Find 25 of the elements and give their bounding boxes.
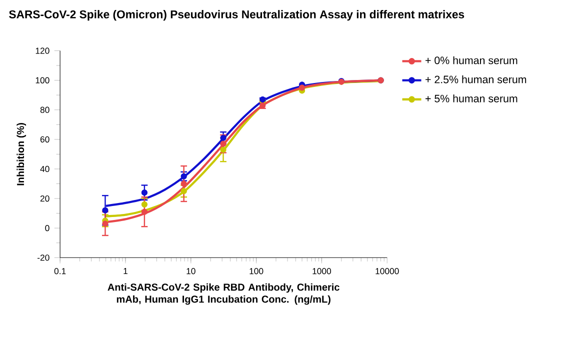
x-tick-label: 100 [250,268,264,274]
x-tick-label: 10000 [376,268,399,274]
point [180,180,187,187]
legend-label: + 5% human serum [426,94,518,102]
y-tick-label: 120 [36,47,50,54]
point [102,220,108,227]
y-tick-label: 40 [40,166,50,172]
point [180,173,187,180]
x-tick-label: 1 [124,268,128,274]
point [180,188,187,194]
legend-label: + 0% human serum [426,56,518,64]
y-tick-label: 60 [40,136,50,142]
x-tick-label: 1000 [312,268,332,274]
legend-label: + 2.5% human serum [426,75,526,84]
y-tick-label: 0 [45,224,50,231]
chart-title: SARS-CoV-2 Spike (Omicron) Pseudovirus Neutralization Assay in different matrixes [9,10,464,20]
y-axis-title: Inhibition (%) [16,122,26,186]
y-tick-label: 80 [40,106,50,113]
y-tick-label: -20 [38,254,50,261]
y-tick-label: 100 [36,77,50,84]
x-tick-label: 0.1 [54,268,66,274]
x-tick-label: 10 [186,268,196,274]
y-tick-label: 20 [40,195,50,202]
x-axis-title: Anti-SARS-CoV-2 Spike RBD Antibody, Chimeric mAb, Human IgG1 Incubation Conc. (ng/mL) [108,283,340,305]
point [298,84,306,91]
